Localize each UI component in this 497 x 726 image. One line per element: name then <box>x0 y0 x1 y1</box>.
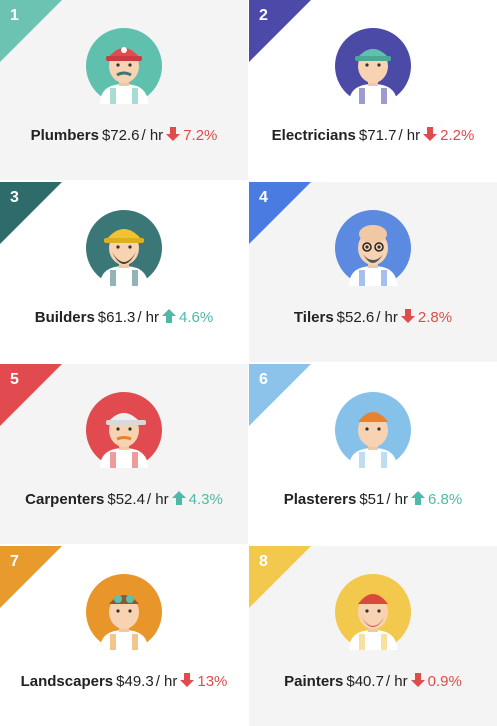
arrow-up-icon <box>411 491 426 505</box>
rate-unit: / hr <box>137 309 160 326</box>
rate-change: 4.6% <box>179 309 214 326</box>
hourly-rate: $51 <box>359 491 385 508</box>
rate-change: 6.8% <box>428 491 463 508</box>
rank-number: 7 <box>10 553 19 570</box>
plasterer-avatar-icon <box>335 392 411 468</box>
hourly-rate: $40.7 <box>346 673 384 690</box>
rank-corner-ribbon <box>249 0 311 62</box>
arrow-down-icon <box>423 127 438 141</box>
rate-unit: / hr <box>376 309 398 326</box>
hourly-rate: $52.6 <box>336 309 375 326</box>
rate-change: 13% <box>197 673 228 690</box>
rank-corner-ribbon <box>0 546 62 608</box>
rank-number: 6 <box>259 371 268 388</box>
trade-card: 8 Painters $40.7/ hr 0.9% <box>249 546 497 726</box>
plumber-avatar-icon <box>86 28 162 104</box>
rank-corner-ribbon <box>0 0 62 62</box>
painter-avatar-icon <box>335 574 411 650</box>
rate-change: 4.3% <box>188 491 223 508</box>
rank-number: 1 <box>10 7 19 24</box>
rate-unit: / hr <box>385 673 408 690</box>
trade-caption: Electricians $71.7/ hr 2.2% <box>249 126 497 146</box>
trade-caption: Builders $61.3/ hr 4.6% <box>0 308 248 328</box>
trade-card: 2 Electricians $71.7/ hr 2.2% <box>249 0 497 180</box>
rank-number: 4 <box>259 189 268 206</box>
rank-corner-ribbon <box>249 182 311 244</box>
rank-corner-ribbon <box>0 364 62 426</box>
trade-caption: Painters $40.7/ hr 0.9% <box>249 672 497 692</box>
trade-card: 4 Tilers $52.6/ hr 2.8% <box>249 182 497 362</box>
arrow-down-icon <box>400 309 415 323</box>
hourly-rate: $49.3 <box>116 673 154 690</box>
hourly-rate: $71.7 <box>358 127 397 144</box>
trade-name: Carpenters <box>25 491 105 508</box>
trade-caption: Plumbers $72.6/ hr 7.2% <box>0 126 248 146</box>
rank-corner-ribbon <box>249 364 311 426</box>
trade-name: Plumbers <box>30 127 99 144</box>
rank-number: 3 <box>10 189 19 206</box>
rank-corner-ribbon <box>249 546 311 608</box>
electrician-avatar-icon <box>335 28 411 104</box>
rate-unit: / hr <box>146 491 169 508</box>
rate-change: 2.8% <box>417 309 453 326</box>
trade-name: Plasterers <box>283 491 357 508</box>
builder-avatar-icon <box>86 210 162 286</box>
rate-change: 7.2% <box>183 127 218 144</box>
trade-card: 7 Landscapers $49.3/ hr 13% <box>0 546 248 726</box>
trade-name: Electricians <box>271 127 356 144</box>
trade-card: 5 Carpenters $52.4/ hr 4.3% <box>0 364 248 544</box>
hourly-rate: $52.4 <box>107 491 145 508</box>
arrow-up-icon <box>171 491 186 505</box>
trade-caption: Carpenters $52.4/ hr 4.3% <box>0 490 248 510</box>
rank-corner-ribbon <box>0 182 62 244</box>
trade-caption: Tilers $52.6/ hr 2.8% <box>249 308 497 328</box>
trade-caption: Plasterers $51/ hr 6.8% <box>249 490 497 510</box>
rate-unit: / hr <box>398 127 421 144</box>
trade-name: Painters <box>284 673 344 690</box>
trade-name: Builders <box>34 309 95 326</box>
landscaper-avatar-icon <box>86 574 162 650</box>
rate-change: 2.2% <box>440 127 475 144</box>
arrow-down-icon <box>166 127 181 141</box>
trade-card: 6 Plasterers $51/ hr 6.8% <box>249 364 497 544</box>
rate-unit: / hr <box>386 491 409 508</box>
rank-number: 5 <box>10 371 19 388</box>
trade-name: Tilers <box>293 309 334 326</box>
rate-unit: / hr <box>155 673 178 690</box>
trade-card: 3 Builders $61.3/ hr 4.6% <box>0 182 248 362</box>
rate-unit: / hr <box>141 127 164 144</box>
tiler-avatar-icon <box>335 210 411 286</box>
rank-number: 8 <box>259 553 268 570</box>
trade-card: 1 Plumbers $72.6/ hr 7.2% <box>0 0 248 180</box>
rate-change: 0.9% <box>427 673 462 690</box>
carpenter-avatar-icon <box>86 392 162 468</box>
arrow-down-icon <box>180 673 195 687</box>
rank-number: 2 <box>259 7 268 24</box>
arrow-up-icon <box>162 309 177 323</box>
arrow-down-icon <box>410 673 425 687</box>
trade-name: Landscapers <box>20 673 114 690</box>
trade-caption: Landscapers $49.3/ hr 13% <box>0 672 248 692</box>
hourly-rate: $72.6 <box>101 127 140 144</box>
hourly-rate: $61.3 <box>97 309 136 326</box>
